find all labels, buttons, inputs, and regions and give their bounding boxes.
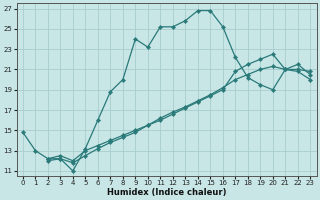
X-axis label: Humidex (Indice chaleur): Humidex (Indice chaleur) [107, 188, 226, 197]
